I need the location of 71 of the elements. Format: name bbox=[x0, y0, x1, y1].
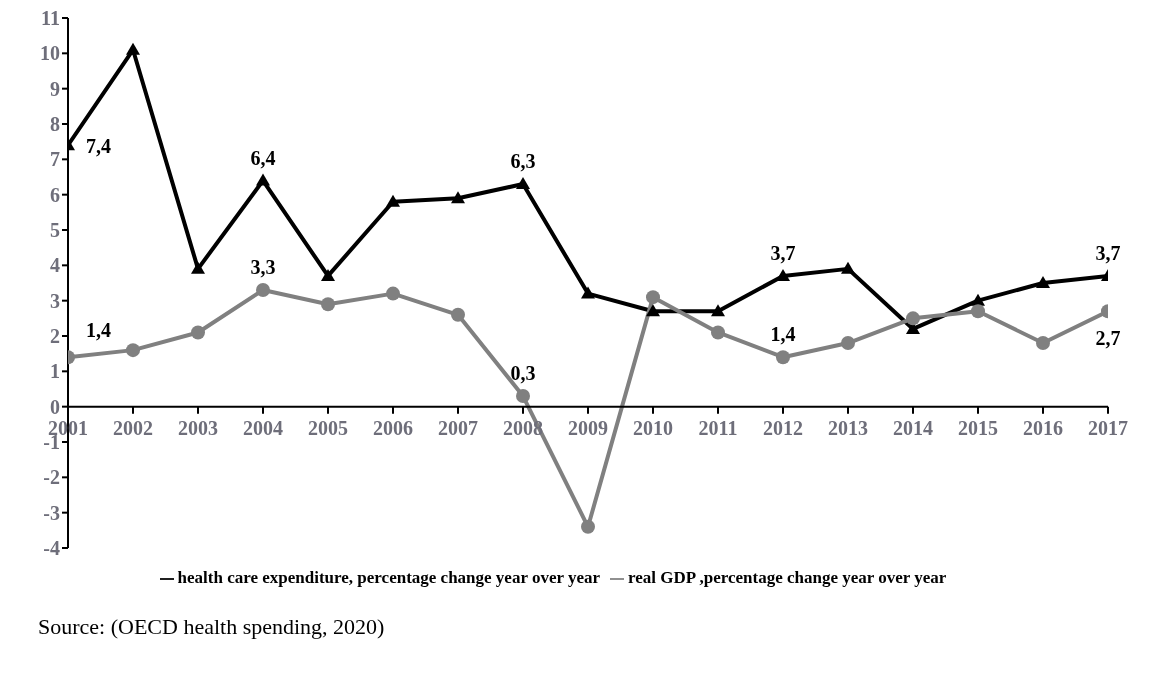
point bbox=[776, 350, 790, 365]
point bbox=[516, 389, 530, 404]
data-label: 3,3 bbox=[250, 256, 276, 279]
y-tick-label: 10 bbox=[40, 42, 60, 65]
source-note: Source: (OECD health spending, 2020) bbox=[38, 614, 386, 640]
x-tick-label: 2017 bbox=[1088, 416, 1128, 439]
x-tick-label: 2005 bbox=[308, 416, 348, 439]
y-tick-label: -4 bbox=[43, 537, 60, 560]
y-tick-label: 6 bbox=[50, 183, 60, 206]
point bbox=[841, 336, 855, 351]
x-tick-label: 2014 bbox=[893, 416, 933, 439]
point bbox=[191, 261, 205, 274]
y-tick-label: 8 bbox=[50, 113, 60, 136]
point bbox=[126, 343, 140, 358]
point bbox=[256, 173, 270, 186]
y-tick-label: 2 bbox=[50, 325, 60, 348]
point bbox=[321, 268, 335, 281]
data-label: 3,7 bbox=[770, 241, 796, 264]
data-label: 2,7 bbox=[1095, 327, 1121, 350]
data-label: 0,3 bbox=[510, 362, 536, 385]
data-label: 7,4 bbox=[86, 135, 111, 158]
x-tick-label: 2002 bbox=[113, 416, 153, 439]
x-tick-label: 2011 bbox=[698, 416, 738, 439]
data-label: 6,4 bbox=[250, 146, 276, 169]
x-tick-label: 2007 bbox=[438, 416, 478, 439]
point bbox=[451, 307, 465, 322]
y-tick-label: -2 bbox=[43, 466, 60, 489]
data-label: 1,4 bbox=[770, 323, 796, 346]
point bbox=[971, 304, 985, 319]
y-tick-label: 3 bbox=[50, 289, 60, 312]
point bbox=[451, 191, 465, 204]
x-tick-label: 2010 bbox=[633, 416, 673, 439]
point bbox=[711, 304, 725, 317]
point bbox=[906, 311, 920, 326]
point bbox=[386, 194, 400, 207]
point bbox=[516, 177, 530, 190]
y-tick-label: 9 bbox=[50, 77, 60, 100]
legend-label: health care expenditure, percentage change year over year bbox=[177, 568, 601, 587]
x-tick-label: 2003 bbox=[178, 416, 218, 439]
x-tick-label: 2004 bbox=[243, 416, 283, 439]
y-tick-label: 4 bbox=[50, 254, 60, 277]
x-tick-label: 2009 bbox=[568, 416, 608, 439]
legend-label: real GDP ,percentage change year over year bbox=[628, 568, 947, 587]
point bbox=[1036, 276, 1050, 288]
x-tick-label: 2006 bbox=[373, 416, 413, 439]
point bbox=[646, 304, 660, 317]
x-tick-label: 2015 bbox=[958, 416, 998, 439]
x-tick-label: 2013 bbox=[828, 416, 868, 439]
y-tick-label: 1 bbox=[50, 360, 60, 383]
point bbox=[256, 283, 270, 298]
data-label: 1,4 bbox=[86, 319, 111, 342]
x-tick-label: 2016 bbox=[1023, 416, 1063, 439]
point bbox=[581, 286, 595, 299]
point bbox=[126, 42, 140, 55]
y-tick-label: 7 bbox=[50, 148, 60, 171]
data-label: 6,3 bbox=[510, 150, 536, 173]
point bbox=[841, 261, 855, 274]
point bbox=[1036, 336, 1050, 351]
data-label: 3,7 bbox=[1095, 241, 1121, 264]
point bbox=[581, 519, 595, 534]
y-tick-label: -3 bbox=[43, 501, 60, 524]
point bbox=[321, 297, 335, 312]
y-tick-label: 5 bbox=[50, 219, 60, 242]
point bbox=[191, 325, 205, 340]
y-tick-label: 11 bbox=[41, 7, 60, 30]
y-tick-label: 0 bbox=[50, 395, 60, 418]
point bbox=[646, 290, 660, 305]
point bbox=[776, 268, 790, 281]
point bbox=[386, 286, 400, 301]
x-tick-label: 2012 bbox=[763, 416, 803, 439]
point bbox=[711, 325, 725, 340]
